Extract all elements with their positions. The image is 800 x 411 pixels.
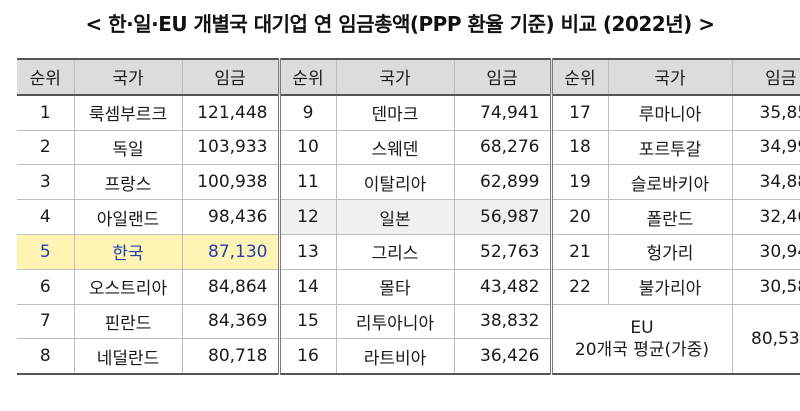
wage-cell: 68,276 <box>453 129 552 166</box>
rank-cell: 3 <box>17 164 75 201</box>
rank-cell: 14 <box>277 268 337 305</box>
wage-cell: 62,899 <box>453 164 552 201</box>
rank-cell: 9 <box>277 94 337 131</box>
rank-cell: 4 <box>17 199 75 235</box>
country-cell-japan: 일본 <box>335 199 455 235</box>
country-cell: 프랑스 <box>73 164 183 201</box>
header-rank: 순위 <box>17 58 75 96</box>
country-cell: 네덜란드 <box>73 338 183 375</box>
wage-cell: 35,854 <box>731 94 800 131</box>
wage-cell: 52,763 <box>453 233 552 270</box>
country-cell: 슬로바키아 <box>607 164 733 201</box>
header-wage: 임금 <box>453 58 552 96</box>
rank-cell: 2 <box>17 129 75 166</box>
country-cell: 헝가리 <box>607 233 733 270</box>
country-cell-korea: 한국 <box>73 233 183 270</box>
rank-cell: 11 <box>277 164 337 201</box>
country-cell: 라트비아 <box>335 338 455 375</box>
wage-cell: 34,881 <box>731 164 800 201</box>
wage-comparison-table: 순위 국가 임금 순위 국가 임금 순위 국가 임금 1 룩셈부르크 121,4… <box>17 58 800 376</box>
country-cell: 독일 <box>73 129 183 166</box>
country-cell: 룩셈부르크 <box>73 94 183 131</box>
rank-cell: 16 <box>277 338 337 375</box>
wage-cell: 74,941 <box>453 94 552 131</box>
header-wage: 임금 <box>731 58 800 96</box>
header-rank: 순위 <box>277 58 337 96</box>
wage-cell: 98,436 <box>181 199 280 235</box>
table-row: 1 룩셈부르크 121,448 9 덴마크 74,941 17 루마니아 35,… <box>17 94 800 131</box>
wage-cell: 100,938 <box>181 164 280 201</box>
wage-cell: 80,718 <box>181 338 280 375</box>
table-row: 7 핀란드 84,369 15 리투아니아 38,832 EU 20개국 평균(… <box>17 303 800 375</box>
country-cell: 이탈리아 <box>335 164 455 201</box>
country-cell: 불가리아 <box>607 268 733 305</box>
table-row: 8 네덜란드 80,718 16 라트비아 36,426 <box>17 338 800 375</box>
country-cell: 아일랜드 <box>73 199 183 235</box>
rank-cell: 15 <box>277 303 337 340</box>
eu-average-label: EU 20개국 평균(가중) <box>549 303 733 375</box>
rank-cell: 19 <box>549 164 609 201</box>
country-cell: 스웨덴 <box>335 129 455 166</box>
country-cell: 그리스 <box>335 233 455 270</box>
rank-cell: 13 <box>277 233 337 270</box>
table-row: 5 한국 87,130 13 그리스 52,763 21 헝가리 30,940 <box>17 233 800 270</box>
header-wage: 임금 <box>181 58 280 96</box>
rank-cell: 20 <box>549 199 609 235</box>
wage-cell: 121,448 <box>181 94 280 131</box>
wage-cell: 34,996 <box>731 129 800 166</box>
wage-cell-japan: 56,987 <box>453 199 552 235</box>
table-row: 3 프랑스 100,938 11 이탈리아 62,899 19 슬로바키아 34… <box>17 164 800 201</box>
rank-cell: 17 <box>549 94 609 131</box>
header-country: 국가 <box>607 58 733 96</box>
rank-cell: 1 <box>17 94 75 131</box>
eu-average-wage: 80,536 <box>731 303 800 375</box>
table-row: 4 아일랜드 98,436 12 일본 56,987 20 폴란드 32,460 <box>17 199 800 235</box>
eu-label-line1: EU <box>630 317 654 338</box>
country-cell: 덴마크 <box>335 94 455 131</box>
country-cell: 오스트리아 <box>73 268 183 305</box>
country-cell: 핀란드 <box>73 303 183 340</box>
wage-cell: 43,482 <box>453 268 552 305</box>
rank-cell: 21 <box>549 233 609 270</box>
country-cell: 폴란드 <box>607 199 733 235</box>
rank-cell: 12 <box>277 199 337 235</box>
wage-cell: 30,940 <box>731 233 800 270</box>
country-cell: 리투아니아 <box>335 303 455 340</box>
rank-cell: 10 <box>277 129 337 166</box>
header-row: 순위 국가 임금 순위 국가 임금 순위 국가 임금 <box>17 58 800 96</box>
header-country: 국가 <box>335 58 455 96</box>
rank-cell-korea: 5 <box>17 233 75 270</box>
header-country: 국가 <box>73 58 183 96</box>
rank-cell: 6 <box>17 268 75 305</box>
wage-cell: 30,588 <box>731 268 800 305</box>
country-cell: 포르투갈 <box>607 129 733 166</box>
wage-cell: 84,369 <box>181 303 280 340</box>
page-title: < 한·일·EU 개별국 대기업 연 임금총액(PPP 환율 기준) 비교 (2… <box>85 12 715 36</box>
wage-cell: 84,864 <box>181 268 280 305</box>
rank-cell: 18 <box>549 129 609 166</box>
rank-cell: 22 <box>549 268 609 305</box>
table-row: 6 오스트리아 84,864 14 몰타 43,482 22 불가리아 30,5… <box>17 268 800 305</box>
eu-label-line2: 20개국 평균(가중) <box>574 339 710 360</box>
wage-cell: 103,933 <box>181 129 280 166</box>
wage-cell-korea: 87,130 <box>181 233 280 270</box>
table-row: 2 독일 103,933 10 스웨덴 68,276 18 포르투갈 34,99… <box>17 129 800 166</box>
rank-cell: 7 <box>17 303 75 340</box>
country-cell: 루마니아 <box>607 94 733 131</box>
rank-cell: 8 <box>17 338 75 375</box>
wage-cell: 38,832 <box>453 303 552 340</box>
country-cell: 몰타 <box>335 268 455 305</box>
wage-cell: 32,460 <box>731 199 800 235</box>
wage-cell: 36,426 <box>453 338 552 375</box>
header-rank: 순위 <box>549 58 609 96</box>
